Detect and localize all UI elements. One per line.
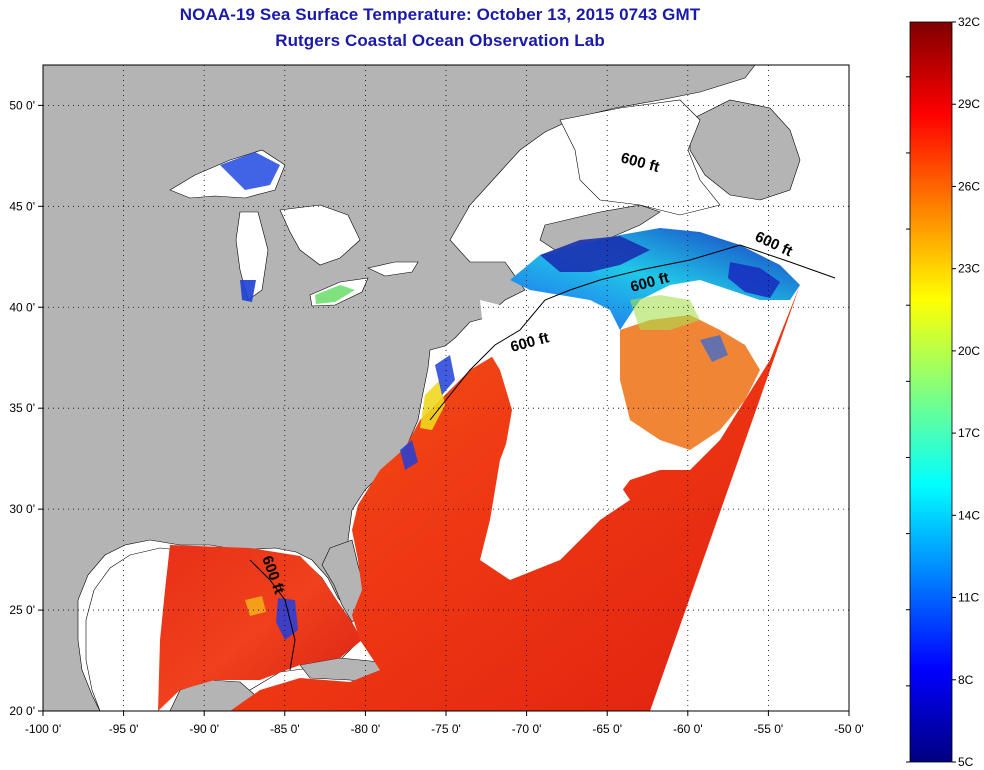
x-tick-label: -85 0' (270, 722, 300, 736)
y-tick-label: 50 0' (9, 98, 35, 112)
coastal-band (420, 380, 445, 430)
mid-atlantic-green (630, 295, 700, 330)
lake-michigan (235, 211, 269, 301)
colorbar-label-c: 5C (958, 755, 974, 769)
x-tick-label: -60 0' (673, 722, 703, 736)
x-tick-label: -70 0' (512, 722, 542, 736)
x-tick-label: -80 0' (351, 722, 381, 736)
colorbar-label-c: 23C (958, 262, 980, 276)
colorbar-label-c: 32C (958, 15, 980, 29)
colorbar-scale (909, 21, 953, 763)
sst-map: 600 ft 600 ft 600 ft 600 ft 600 ft -100 … (9, 64, 864, 736)
gulf-of-maine-cool (540, 236, 650, 272)
y-tick-label: 45 0' (9, 199, 35, 213)
colorbar: 32C29C26C23C20C17C14C11C8C5C86F81F76F71F… (906, 15, 980, 769)
x-tick-label: -55 0' (754, 722, 784, 736)
x-tick-label: -95 0' (109, 722, 139, 736)
y-tick-label: 25 0' (9, 603, 35, 617)
contour-600ft (429, 244, 836, 421)
gulf-warm-spot (245, 596, 266, 616)
y-tick-label: 20 0' (9, 704, 35, 718)
contour-600ft-gulf (249, 559, 296, 671)
y-tick-label: 30 0' (9, 502, 35, 516)
colorbar-label-c: 14C (958, 508, 980, 522)
colorbar-label-c: 20C (958, 344, 980, 358)
lake-michigan-sst (240, 280, 256, 302)
mid-atlantic-blue (700, 335, 728, 362)
map-subtitle: Rutgers Coastal Ocean Observation Lab (275, 31, 605, 50)
x-tick-label: -75 0' (431, 722, 461, 736)
lake-erie-sst (315, 285, 355, 304)
x-axis: -100 0' -95 0' -90 0' -85 0' -80 0' -75 0' -70… (25, 711, 864, 736)
y-tick-label: 40 0' (9, 300, 35, 314)
gulf-sst (158, 545, 362, 711)
lake-superior-sst (220, 152, 280, 190)
map-title: NOAA-19 Sea Surface Temperature: October… (179, 5, 701, 24)
colorbar-label-c: 8C (958, 673, 974, 687)
colorbar-label-c: 29C (958, 97, 980, 111)
coastal-blue (435, 355, 455, 395)
lake-huron (279, 204, 361, 266)
cloud-mask (480, 300, 630, 575)
cloud-mask-2 (530, 440, 560, 480)
scotian-cool (728, 262, 780, 298)
x-tick-label: -65 0' (592, 722, 622, 736)
land-newfoundland (689, 99, 801, 201)
colorbar-label-c: 11C (958, 591, 979, 605)
x-tick-label: -100 0' (25, 722, 61, 736)
x-tick-label: -50 0' (834, 722, 864, 736)
y-axis: 50 0' 45 0' 40 0' 35 0' 30 0' 25 0' 20 0' (9, 98, 43, 718)
land-maritimes (539, 204, 661, 251)
y-tick-label: 35 0' (9, 401, 35, 415)
colorbar-label-c: 17C (958, 426, 980, 440)
atlantic-sst (230, 285, 800, 711)
coastal-blue-2 (400, 440, 418, 470)
lake-ontario (367, 261, 419, 277)
x-tick-label: -90 0' (189, 722, 219, 736)
colorbar-label-c: 26C (958, 179, 980, 193)
st-lawrence-water (559, 99, 721, 216)
